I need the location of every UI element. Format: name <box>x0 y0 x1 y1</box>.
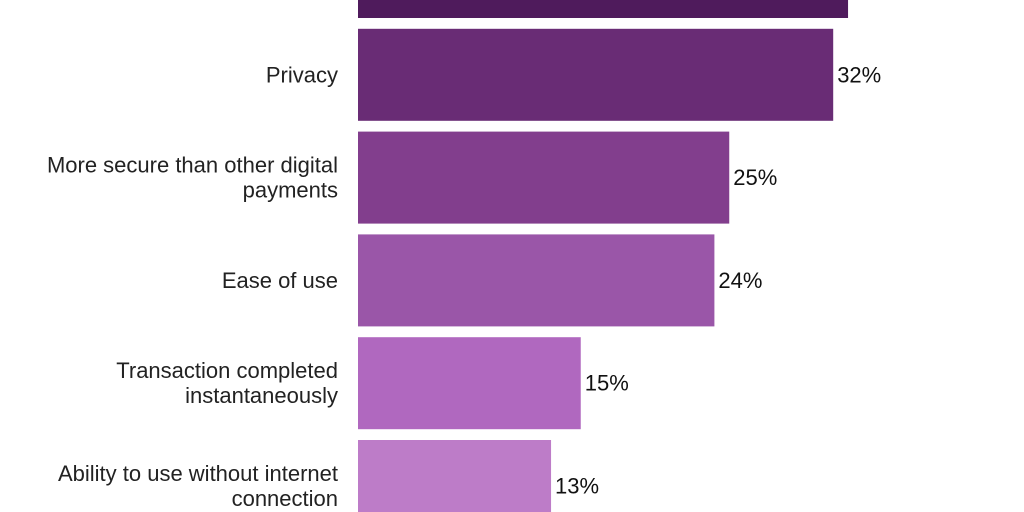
bar <box>358 234 715 327</box>
bar <box>358 337 581 430</box>
value-label: 13% <box>555 474 599 499</box>
value-label: 15% <box>585 371 629 396</box>
bar <box>358 0 849 18</box>
category-label: Ability to use without internet connectio… <box>58 461 338 511</box>
category-label: Transaction completed instantaneously <box>116 358 338 408</box>
category-labels: Privacy More secure than other digital pay… <box>47 62 338 511</box>
bar <box>358 131 730 224</box>
category-label: Ease of use <box>222 268 338 293</box>
value-labels: 32% 25% 24% 15% 13% <box>555 62 881 498</box>
bars-layer <box>358 0 849 512</box>
value-label: 32% <box>837 62 881 87</box>
bar <box>358 440 552 512</box>
value-label: 24% <box>718 268 762 293</box>
value-label: 25% <box>733 165 777 190</box>
category-label: More secure than other digital payments <box>47 153 338 203</box>
category-label: Privacy <box>266 62 338 87</box>
bar <box>358 28 834 121</box>
